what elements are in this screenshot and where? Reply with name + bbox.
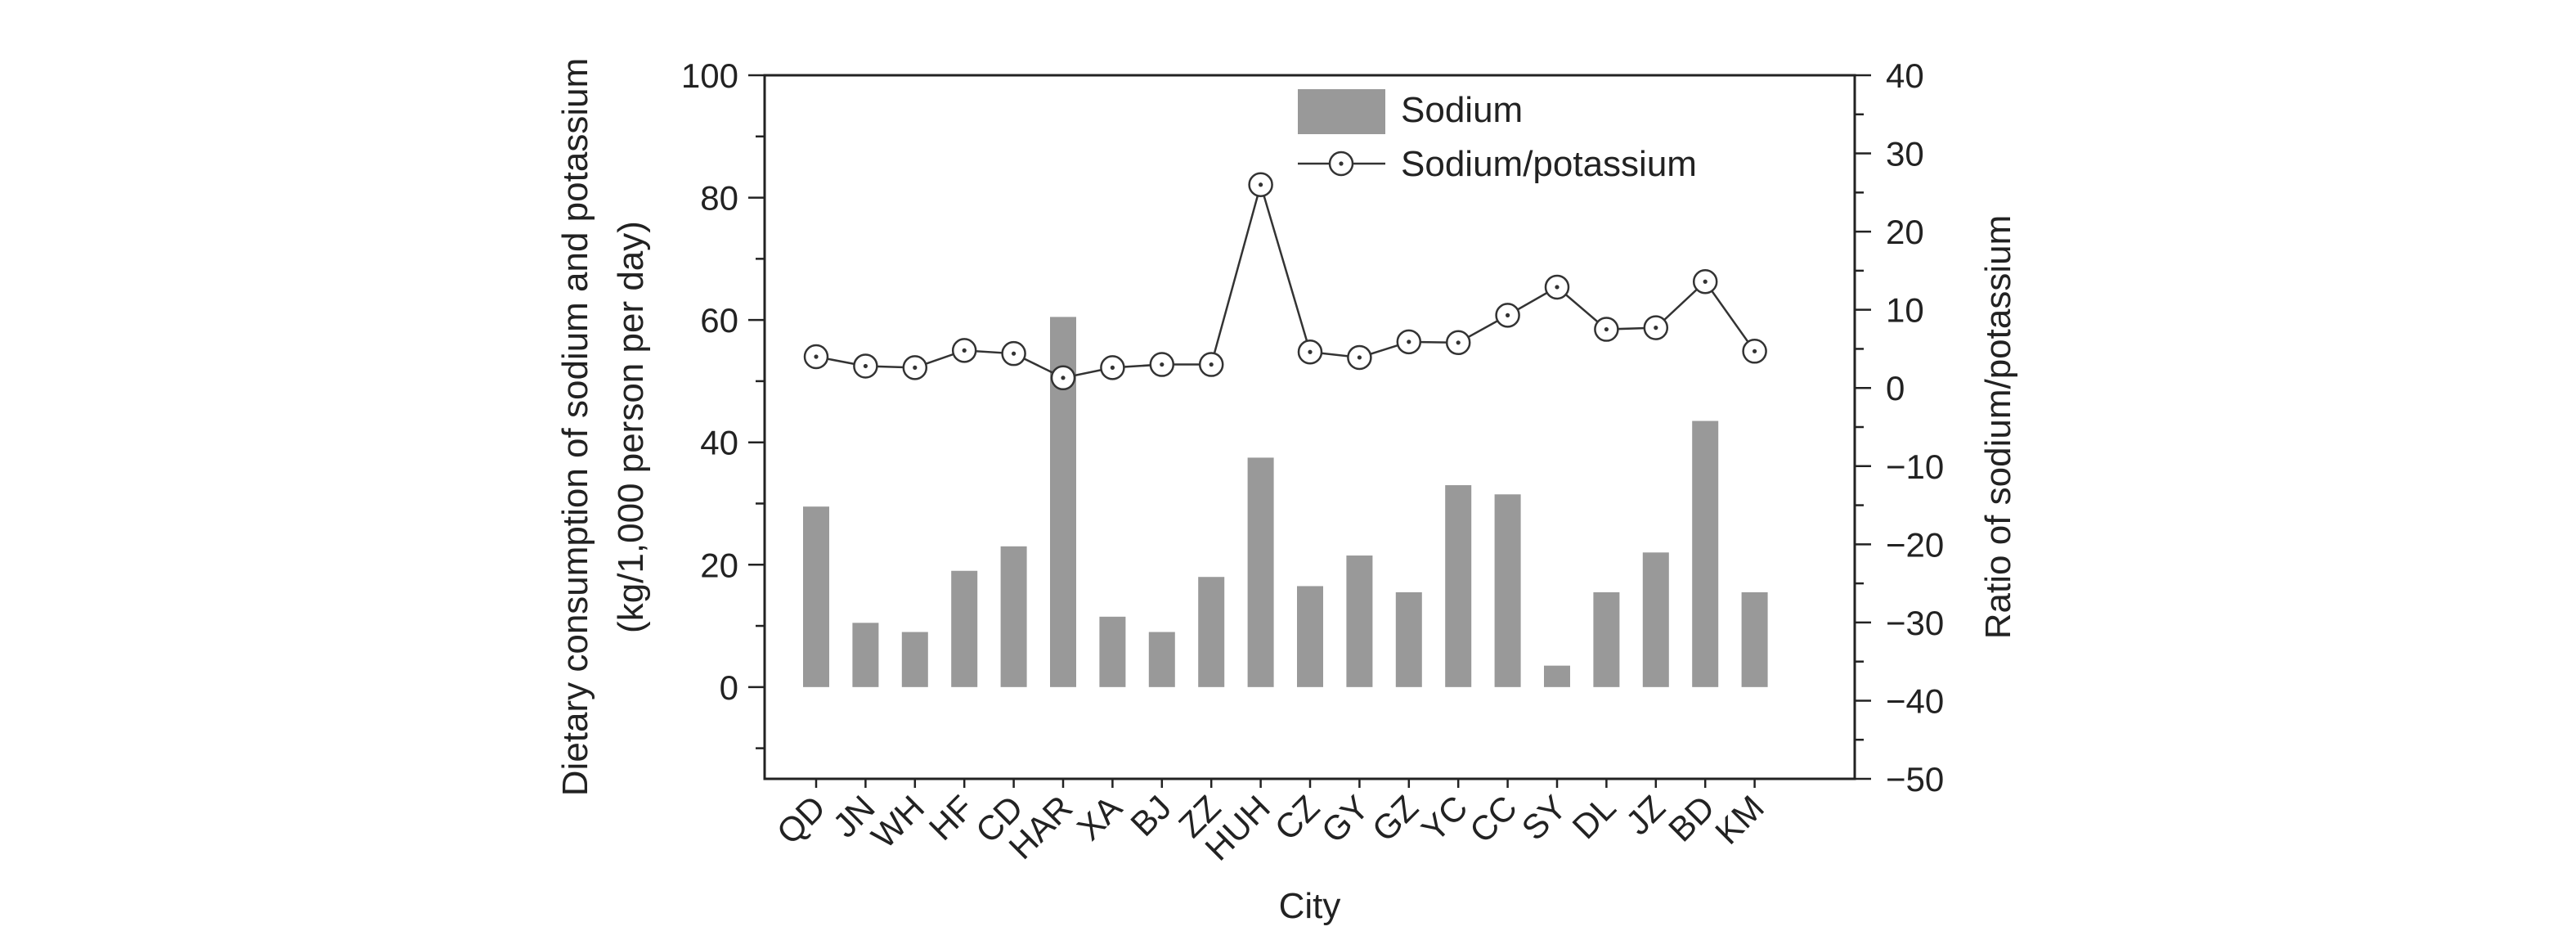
right-tick-label--40: −40 [1886, 681, 1944, 720]
bar-qd [803, 506, 829, 687]
bar-gz [1395, 591, 1422, 687]
bar-cc [1494, 494, 1521, 687]
y-axis-title-left-line2: (kg/1,000 person per day) [611, 221, 651, 633]
bar-bj [1148, 632, 1175, 687]
legend-label-ratio: Sodium/potassium [1401, 144, 1697, 184]
right-tick-label-10: 10 [1886, 291, 1924, 330]
right-tick-label--30: −30 [1886, 604, 1944, 642]
bar-cd [1000, 546, 1027, 687]
ratio-point-xa-dot [1110, 365, 1115, 370]
ratio-point-gz-dot [1407, 340, 1411, 344]
bar-jz [1642, 552, 1669, 687]
ratio-point-cz-dot [1308, 349, 1313, 354]
x-label-km: KM [1708, 788, 1771, 852]
bar-km [1741, 591, 1768, 687]
legend-swatch-ratio-dot [1339, 161, 1344, 166]
x-label-jz: JZ [1618, 788, 1672, 842]
bar-cz [1297, 586, 1323, 687]
x-label-bj: BJ [1123, 788, 1178, 843]
ratio-point-wh-dot [913, 365, 918, 370]
legend: Sodium Sodium/potassium [1298, 89, 1697, 184]
right-tick-label--50: −50 [1886, 760, 1944, 798]
x-axis-title: City [1279, 886, 1341, 926]
left-tick-label-20: 20 [700, 546, 738, 584]
right-tick-label--20: −20 [1886, 525, 1944, 564]
legend-label-sodium: Sodium [1401, 90, 1523, 130]
left-tick-label-40: 40 [700, 424, 738, 462]
right-tick-label--10: −10 [1886, 448, 1944, 486]
ratio-point-cc-dot [1506, 313, 1510, 317]
line-layer [803, 172, 1767, 391]
right-tick-label-20: 20 [1886, 213, 1924, 251]
ratio-point-hf-dot [962, 348, 967, 353]
x-label-sy: SY [1515, 788, 1574, 848]
bar-xa [1099, 616, 1126, 687]
bar-dl [1593, 591, 1620, 687]
right-tick-label-40: 40 [1886, 56, 1924, 95]
bar-jn [852, 623, 879, 687]
x-label-wh: WH [864, 788, 931, 856]
bar-yc [1445, 485, 1472, 687]
axes-layer [748, 74, 1871, 788]
legend-swatch-sodium [1298, 89, 1385, 134]
ratio-point-cd-dot [1012, 351, 1016, 356]
y-axis-title-left-line1: Dietary consumption of sodium and potass… [555, 58, 595, 796]
right-tick-label-0: 0 [1886, 369, 1905, 407]
left-tick-label-60: 60 [700, 301, 738, 340]
x-label-dl: DL [1565, 788, 1623, 846]
bars-layer [803, 317, 1768, 687]
ratio-point-km-dot [1752, 349, 1757, 353]
ratio-point-jn-dot [863, 363, 868, 369]
ratio-point-sy-dot [1555, 285, 1560, 290]
ratio-point-zz-dot [1209, 362, 1214, 367]
ratio-point-bd-dot [1703, 279, 1708, 284]
labels-layer: 020406080100−50−40−30−20−10010203040QDJN… [555, 56, 2018, 926]
y-axis-title-right: Ratio of sodium/potassium [1978, 215, 2018, 639]
x-label-hf: HF [922, 788, 981, 848]
bar-zz [1198, 577, 1225, 687]
left-tick-label-100: 100 [681, 56, 738, 95]
x-label-cz: CZ [1268, 788, 1327, 848]
bar-bd [1692, 421, 1719, 687]
ratio-point-dl-dot [1604, 326, 1609, 332]
left-tick-label-80: 80 [700, 179, 738, 218]
ratio-point-qd-dot [814, 354, 819, 359]
bar-sy [1544, 665, 1570, 687]
ratio-point-gy-dot [1357, 355, 1362, 360]
right-tick-label-30: 30 [1886, 135, 1924, 173]
x-label-qd: QD [770, 788, 833, 852]
ratio-point-bj-dot [1160, 362, 1165, 367]
x-label-xa: XA [1070, 788, 1129, 848]
bar-gy [1346, 555, 1373, 687]
bar-hf [951, 570, 978, 687]
ratio-point-har-dot [1061, 376, 1066, 380]
ratio-point-huh-dot [1259, 182, 1263, 187]
ratio-point-yc-dot [1456, 340, 1461, 345]
bar-huh [1247, 457, 1274, 687]
ratio-point-jz-dot [1654, 326, 1658, 331]
bar-wh [901, 632, 928, 687]
left-tick-label-0: 0 [720, 668, 738, 707]
